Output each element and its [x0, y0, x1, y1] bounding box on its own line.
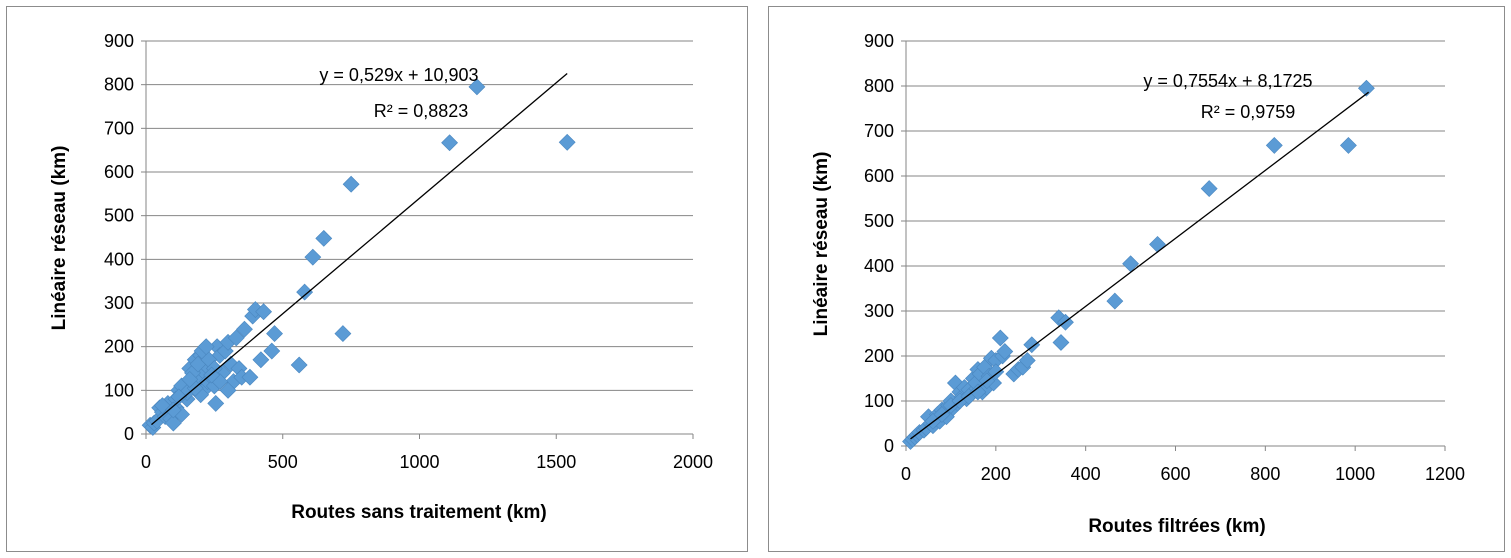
x-tick-label: 400	[1071, 464, 1101, 484]
data-point	[1200, 180, 1218, 198]
x-tick-label: 0	[141, 452, 151, 472]
data-point	[266, 325, 283, 342]
y-tick-label: 300	[104, 293, 134, 313]
data-point	[181, 370, 199, 388]
r-squared-label: R² = 0,9759	[1201, 102, 1296, 122]
data-point	[197, 338, 215, 356]
data-point	[441, 134, 459, 152]
data-point	[290, 356, 308, 374]
y-tick-label: 300	[864, 301, 894, 321]
y-tick-label: 500	[104, 206, 134, 226]
data-point	[334, 325, 352, 342]
data-point	[1052, 334, 1070, 351]
y-tick-label: 700	[864, 121, 894, 141]
data-point	[1018, 352, 1036, 369]
trendline	[910, 91, 1370, 440]
y-tick-label: 0	[124, 424, 134, 444]
y-tick-label: 100	[864, 391, 894, 411]
data-point	[1340, 136, 1357, 154]
y-tick-label: 0	[884, 436, 894, 456]
trendline	[151, 73, 568, 426]
x-axis-title: Routes filtrées (km)	[1088, 516, 1265, 537]
data-point	[170, 388, 188, 406]
data-point	[1265, 136, 1283, 154]
y-tick-label: 900	[864, 31, 894, 51]
data-point	[1106, 292, 1124, 310]
x-tick-label: 200	[981, 464, 1011, 484]
x-axis-title: Routes sans traitement (km)	[291, 502, 547, 523]
data-point	[969, 383, 987, 401]
data-point	[1122, 255, 1140, 273]
data-point	[207, 395, 225, 412]
data-point	[991, 329, 1009, 347]
data-point	[241, 368, 259, 386]
data-point	[296, 283, 314, 301]
data-point	[263, 342, 281, 360]
x-tick-label: 1000	[399, 452, 439, 472]
trendline-equation: y = 0,529x + 10,903	[319, 65, 478, 85]
y-tick-label: 400	[104, 249, 134, 269]
y-tick-label: 700	[104, 118, 134, 138]
x-tick-label: 800	[1250, 464, 1280, 484]
scatter-chart-left: 0 100 200 300 400 500 600 700 800 900 0 500 1000 1500…	[49, 31, 713, 523]
y-tick-label: 800	[104, 75, 134, 95]
r-squared-label: R² = 0,8823	[374, 101, 469, 121]
y-tick-label: 200	[864, 346, 894, 366]
data-point	[304, 248, 322, 266]
data-point	[468, 78, 486, 96]
y-axis-title: Linéaire réseau (km)	[811, 152, 832, 337]
data-point	[164, 414, 182, 432]
y-tick-label: 900	[104, 31, 134, 51]
x-tick-label: 500	[268, 452, 298, 472]
data-point	[252, 351, 270, 369]
data-point	[315, 229, 333, 247]
x-tick-label: 1200	[1425, 464, 1465, 484]
data-point	[236, 320, 253, 338]
scatter-chart-right: 0 100 200 300 400 500 600 700 800 900 0 200 400 600 80…	[811, 31, 1465, 537]
y-tick-label: 100	[104, 380, 134, 400]
data-point	[255, 303, 273, 321]
data-point	[996, 343, 1014, 360]
x-tick-label: 1500	[536, 452, 576, 472]
trendline-equation: y = 0,7554x + 8,1725	[1143, 71, 1312, 91]
data-point	[342, 175, 360, 193]
data-point	[987, 363, 1005, 381]
data-point	[558, 133, 576, 151]
y-tick-label: 600	[104, 162, 134, 182]
chart-panel-left: 0 100 200 300 400 500 600 700 800 900 0 500 1000 1500…	[6, 6, 748, 552]
data-point	[1357, 79, 1375, 97]
y-axis-title: Linéaire réseau (km)	[49, 146, 70, 331]
data-point	[164, 401, 182, 419]
y-tick-label: 400	[864, 256, 894, 276]
y-tick-label: 600	[864, 166, 894, 186]
x-tick-label: 600	[1160, 464, 1190, 484]
x-tick-label: 1000	[1335, 464, 1375, 484]
chart-panel-right: 0 100 200 300 400 500 600 700 800 900 0 200 400 600 80…	[768, 6, 1505, 552]
y-tick-label: 200	[104, 337, 134, 357]
data-point	[1149, 235, 1166, 253]
y-tick-label: 800	[864, 76, 894, 96]
x-tick-label: 0	[901, 464, 911, 484]
y-tick-label: 500	[864, 211, 894, 231]
data-point	[219, 381, 237, 399]
data-point	[227, 329, 245, 347]
x-tick-label: 2000	[673, 452, 713, 472]
data-point	[1023, 336, 1041, 354]
